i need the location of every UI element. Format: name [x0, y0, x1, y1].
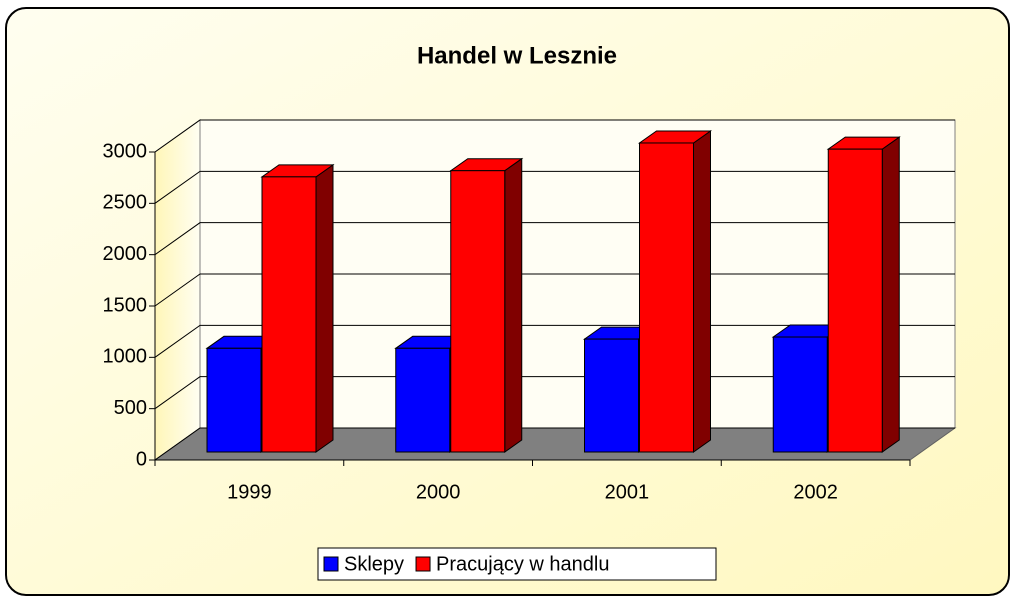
- bar-side: [881, 136, 900, 453]
- y-tick-label: 0: [136, 448, 147, 470]
- y-tick-label: 2000: [103, 243, 148, 265]
- grid-line: [154, 119, 955, 153]
- bar-side: [315, 163, 334, 453]
- bar: [584, 338, 639, 453]
- bar: [261, 176, 317, 453]
- bar: [395, 347, 451, 453]
- bar: [772, 336, 828, 453]
- legend: [317, 547, 717, 581]
- x-tick-label: 2000: [416, 481, 461, 503]
- bar: [827, 148, 883, 453]
- legend-label: Pracujący w handlu: [436, 553, 609, 575]
- y-tick-label: 2500: [103, 192, 148, 214]
- bar-side: [693, 130, 711, 453]
- x-tick-label: 2002: [793, 481, 838, 503]
- bar: [206, 347, 262, 453]
- x-tick-label: 2001: [605, 481, 650, 503]
- y-tick-label: 1000: [103, 346, 148, 368]
- bar-side: [504, 157, 523, 453]
- legend-swatch: [323, 556, 339, 572]
- bar: [450, 170, 506, 453]
- legend-label: Sklepy: [344, 553, 404, 575]
- y-tick-label: 500: [114, 397, 147, 419]
- y-tick-label: 1500: [103, 294, 148, 316]
- y-tick-label: 3000: [103, 140, 148, 162]
- chart-title: Handel w Lesznie: [417, 42, 617, 69]
- legend-swatch: [415, 556, 431, 572]
- bar: [639, 142, 694, 453]
- x-tick-label: 1999: [227, 481, 272, 503]
